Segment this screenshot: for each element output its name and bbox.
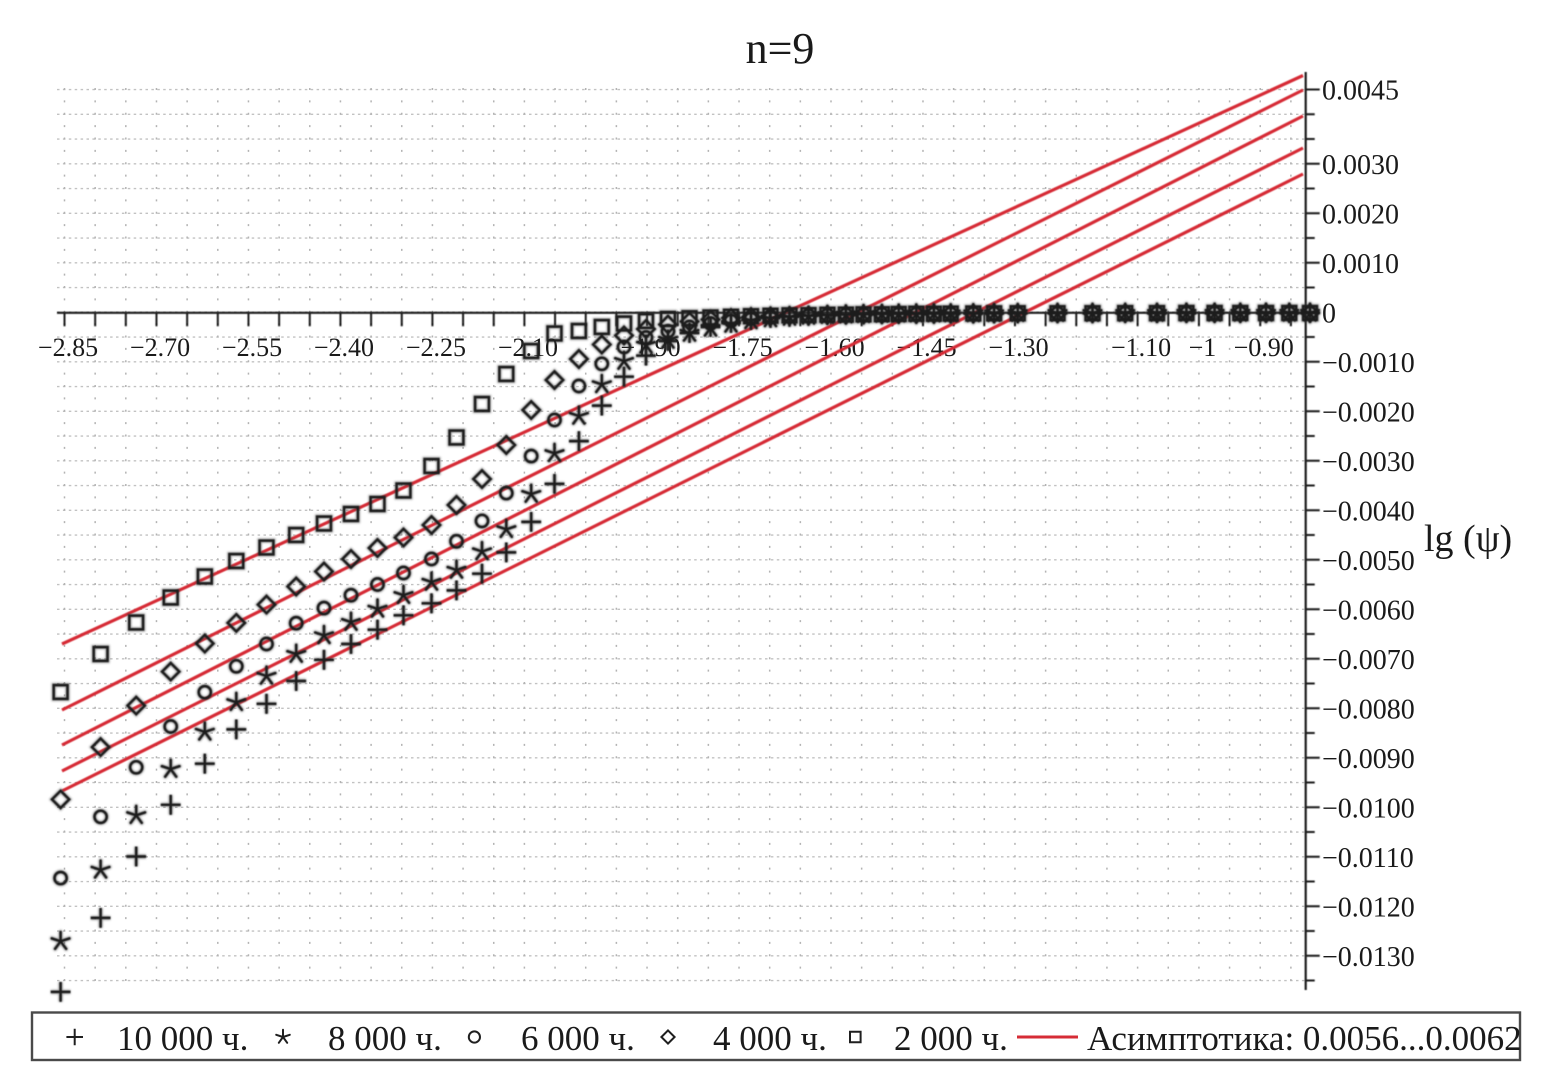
svg-text:−1.10: −1.10 — [1111, 333, 1171, 362]
svg-text:2 000 ч.: 2 000 ч. — [894, 1019, 1008, 1058]
svg-text:−0.0020: −0.0020 — [1322, 397, 1415, 428]
svg-text:−0.0080: −0.0080 — [1322, 694, 1415, 725]
svg-text:−2.70: −2.70 — [130, 333, 190, 362]
svg-text:lg (ψ): lg (ψ) — [1424, 518, 1512, 560]
svg-text:−0.90: −0.90 — [1234, 333, 1294, 362]
svg-text:−2.85: −2.85 — [38, 333, 98, 362]
svg-text:−0.0120: −0.0120 — [1322, 892, 1415, 923]
svg-text:−1: −1 — [1189, 333, 1217, 362]
svg-text:−0.0060: −0.0060 — [1322, 595, 1415, 626]
svg-text:10 000 ч.: 10 000 ч. — [117, 1019, 248, 1058]
svg-text:−2.55: −2.55 — [222, 333, 282, 362]
svg-text:0.0020: 0.0020 — [1322, 199, 1399, 230]
svg-text:6 000 ч.: 6 000 ч. — [521, 1019, 635, 1058]
svg-text:−2.25: −2.25 — [406, 333, 466, 362]
svg-text:−0.0110: −0.0110 — [1322, 843, 1414, 874]
svg-text:n=9: n=9 — [746, 24, 815, 73]
svg-text:−1.75: −1.75 — [712, 333, 772, 362]
svg-text:−1.60: −1.60 — [804, 333, 864, 362]
svg-text:−0.0090: −0.0090 — [1322, 744, 1415, 775]
svg-text:−1.30: −1.30 — [988, 333, 1048, 362]
svg-text:−0.0030: −0.0030 — [1322, 447, 1415, 478]
svg-text:0: 0 — [1322, 298, 1336, 329]
svg-text:4 000 ч.: 4 000 ч. — [713, 1019, 827, 1058]
svg-text:−2.40: −2.40 — [314, 333, 374, 362]
svg-text:0.0045: 0.0045 — [1322, 76, 1399, 107]
svg-text:−0.0010: −0.0010 — [1322, 348, 1415, 379]
svg-text:−0.0040: −0.0040 — [1322, 496, 1415, 527]
svg-text:−0.0050: −0.0050 — [1322, 546, 1415, 577]
svg-text:−0.0100: −0.0100 — [1322, 793, 1415, 824]
svg-text:−0.0130: −0.0130 — [1322, 942, 1415, 973]
svg-text:0.0030: 0.0030 — [1322, 150, 1399, 181]
svg-text:Асимптотика: 0.0056...0.0062: Асимптотика: 0.0056...0.0062 — [1087, 1019, 1522, 1058]
svg-text:0.0010: 0.0010 — [1322, 249, 1399, 280]
svg-text:8 000 ч.: 8 000 ч. — [328, 1019, 442, 1058]
svg-text:−0.0070: −0.0070 — [1322, 645, 1415, 676]
